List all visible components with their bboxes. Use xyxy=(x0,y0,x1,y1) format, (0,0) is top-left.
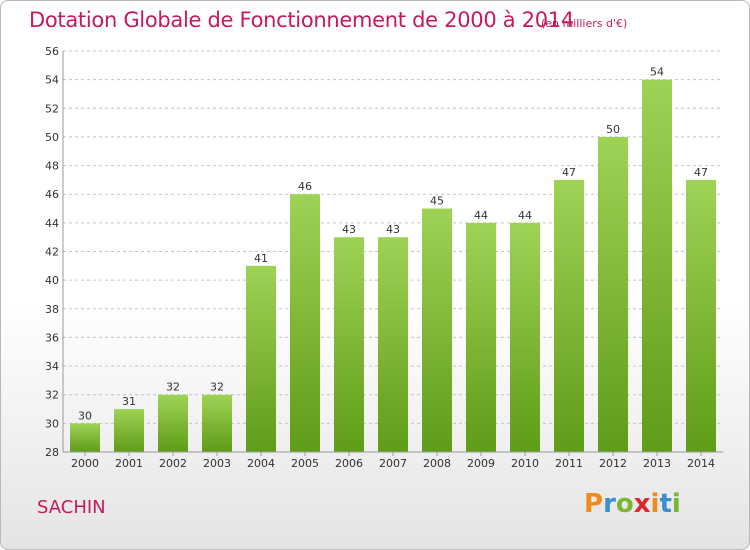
x-tick-label: 2013 xyxy=(643,457,671,470)
bar xyxy=(246,265,276,452)
data-label: 44 xyxy=(518,209,532,222)
y-tick-label: 50 xyxy=(45,131,59,144)
data-label: 30 xyxy=(78,409,92,422)
y-tick-label: 48 xyxy=(45,160,59,173)
x-tick-label: 2003 xyxy=(203,457,231,470)
y-tick-label: 40 xyxy=(45,274,59,287)
y-tick-label: 44 xyxy=(45,217,59,230)
x-tick-label: 2011 xyxy=(555,457,583,470)
data-label: 31 xyxy=(122,395,136,408)
y-tick-label: 52 xyxy=(45,102,59,115)
bar xyxy=(554,179,584,452)
bar xyxy=(70,423,100,452)
x-tick-label: 2008 xyxy=(423,457,451,470)
x-tick-label: 2002 xyxy=(159,457,187,470)
data-label: 54 xyxy=(650,66,664,79)
commune-name: SACHIN xyxy=(37,497,106,518)
logo-letter: x xyxy=(633,489,651,519)
y-tick-label: 36 xyxy=(45,331,59,344)
data-label: 43 xyxy=(342,223,356,236)
y-tick-label: 30 xyxy=(45,417,59,430)
logo-letter: o xyxy=(615,489,634,519)
bar xyxy=(114,409,144,452)
x-tick-label: 2014 xyxy=(687,457,715,470)
logo-letter: i xyxy=(650,489,660,519)
data-label: 46 xyxy=(298,180,312,193)
y-tick-label: 46 xyxy=(45,188,59,201)
data-label: 50 xyxy=(606,123,620,136)
data-label: 41 xyxy=(254,252,268,265)
bar xyxy=(378,237,408,452)
data-label: 43 xyxy=(386,223,400,236)
data-label: 44 xyxy=(474,209,488,222)
y-tick-label: 28 xyxy=(45,446,59,459)
x-tick-label: 2012 xyxy=(599,457,627,470)
x-tick-label: 2004 xyxy=(247,457,275,470)
logo-letter: i xyxy=(671,489,681,519)
x-tick-label: 2001 xyxy=(115,457,143,470)
bars xyxy=(70,79,716,453)
bar xyxy=(598,136,628,452)
chart-title: Dotation Globale de Fonctionnement de 20… xyxy=(29,8,574,32)
logo-letter: r xyxy=(603,489,616,519)
data-label: 32 xyxy=(166,381,180,394)
chart-subtitle: (en milliers d'€) xyxy=(541,17,628,30)
logo-letter: t xyxy=(659,489,672,519)
y-tick-label: 32 xyxy=(45,389,59,402)
bar xyxy=(466,222,496,452)
data-label: 32 xyxy=(210,381,224,394)
bar xyxy=(202,394,232,452)
x-tick-label: 2006 xyxy=(335,457,363,470)
y-tick-label: 54 xyxy=(45,74,59,87)
data-label: 47 xyxy=(694,166,708,179)
bar xyxy=(510,222,540,452)
bar xyxy=(642,79,672,453)
bar xyxy=(686,179,716,452)
bar xyxy=(290,194,320,452)
axes: 28 30 32 34 36 38 40 42 44 46 48 50 52 54 56 2000 2001 20… xyxy=(45,45,723,470)
proxiti-logo: Proxiti xyxy=(584,489,681,519)
y-tick-label: 34 xyxy=(45,360,59,373)
x-tick-label: 2000 xyxy=(71,457,99,470)
bar xyxy=(158,394,188,452)
bar xyxy=(422,208,452,452)
data-label: 47 xyxy=(562,166,576,179)
y-tick-label: 56 xyxy=(45,45,59,58)
x-tick-label: 2007 xyxy=(379,457,407,470)
x-tick-label: 2009 xyxy=(467,457,495,470)
bar xyxy=(334,237,364,452)
y-tick-label: 38 xyxy=(45,303,59,316)
y-tick-label: 42 xyxy=(45,246,59,259)
logo-letter: P xyxy=(584,489,604,519)
x-tick-label: 2005 xyxy=(291,457,319,470)
data-label: 45 xyxy=(430,195,444,208)
x-tick-label: 2010 xyxy=(511,457,539,470)
data-labels: 30 31 32 32 41 46 43 43 45 44 44 47 50 54 47 xyxy=(78,66,708,423)
